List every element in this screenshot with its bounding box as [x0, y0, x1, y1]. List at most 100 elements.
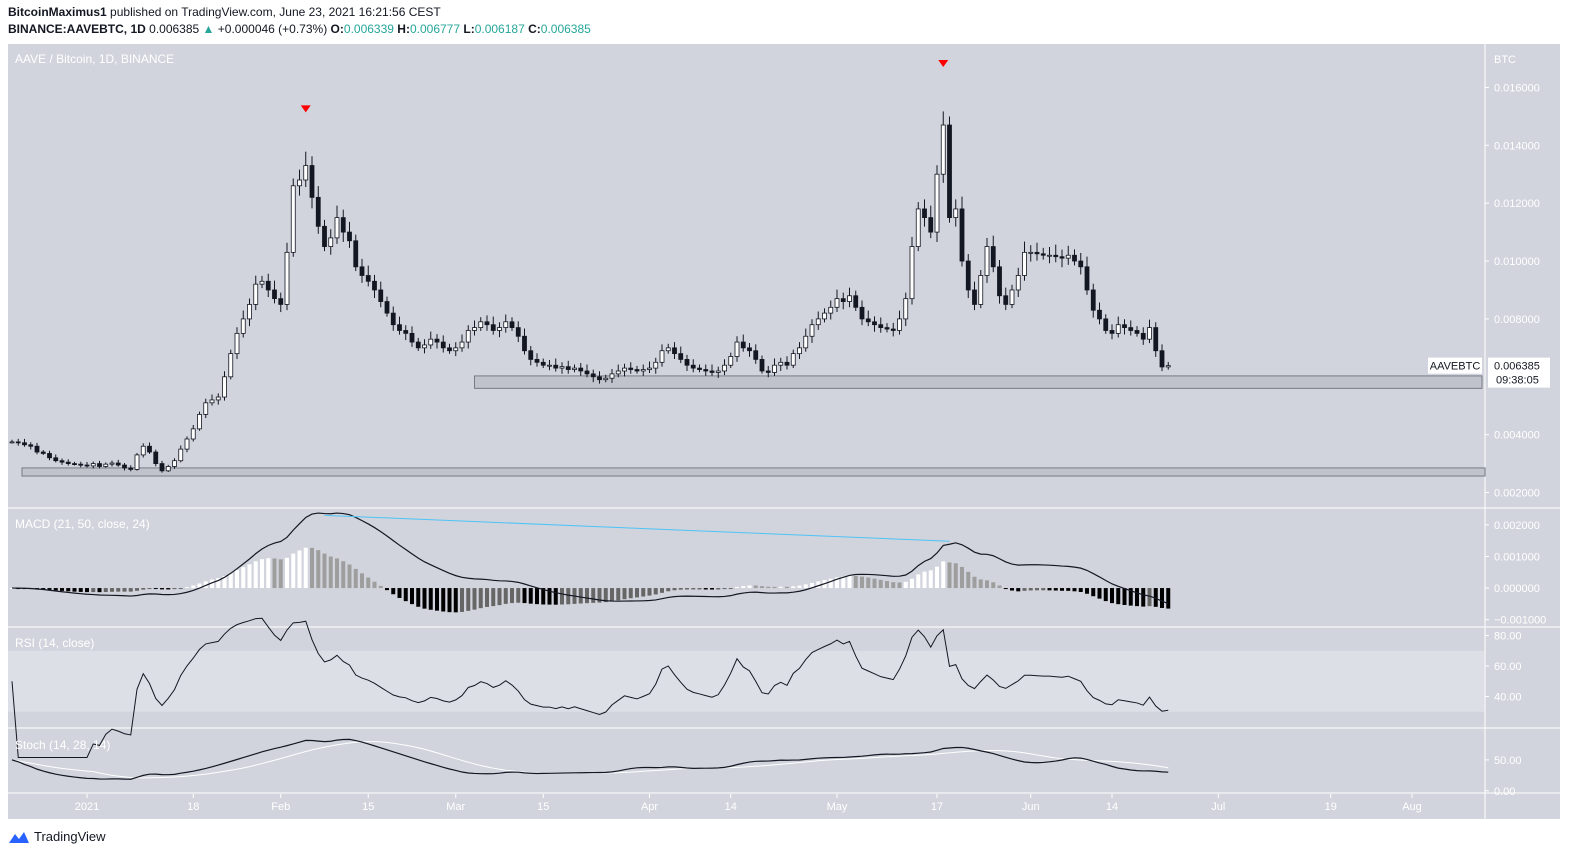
candle[interactable]: [1165, 365, 1171, 368]
candle[interactable]: [40, 451, 46, 454]
candle[interactable]: [440, 341, 446, 349]
candle[interactable]: [9, 441, 15, 444]
candle[interactable]: [253, 283, 259, 305]
candle[interactable]: [684, 359, 690, 366]
candle[interactable]: [634, 369, 640, 372]
candle[interactable]: [603, 377, 609, 381]
candle[interactable]: [397, 324, 402, 331]
candle[interactable]: [84, 464, 90, 467]
candle[interactable]: [878, 324, 884, 328]
candle[interactable]: [97, 463, 102, 467]
candle[interactable]: [1084, 266, 1090, 291]
candle[interactable]: [772, 364, 777, 373]
candle[interactable]: [803, 335, 809, 349]
candle[interactable]: [1003, 295, 1009, 305]
candle[interactable]: [659, 350, 665, 363]
candle[interactable]: [390, 312, 396, 326]
candle[interactable]: [547, 364, 552, 367]
candle[interactable]: [1109, 330, 1115, 334]
candle[interactable]: [653, 361, 659, 369]
candle[interactable]: [65, 461, 71, 464]
candle[interactable]: [897, 318, 902, 331]
candle[interactable]: [340, 217, 346, 233]
candle[interactable]: [378, 289, 384, 302]
candle[interactable]: [159, 463, 165, 472]
candle[interactable]: [665, 347, 671, 352]
candle[interactable]: [353, 240, 359, 268]
candle[interactable]: [484, 321, 490, 326]
candle[interactable]: [822, 312, 827, 320]
candle[interactable]: [328, 237, 334, 247]
candle[interactable]: [497, 327, 502, 331]
candle[interactable]: [1022, 251, 1027, 276]
candle[interactable]: [1140, 332, 1146, 340]
candle[interactable]: [678, 353, 684, 360]
candle[interactable]: [447, 347, 452, 352]
candle[interactable]: [115, 462, 121, 466]
candle[interactable]: [765, 370, 771, 373]
candle[interactable]: [490, 324, 496, 331]
candle[interactable]: [278, 298, 284, 305]
candle[interactable]: [122, 464, 127, 469]
candle[interactable]: [703, 369, 709, 372]
candle[interactable]: [59, 460, 65, 463]
candle[interactable]: [78, 463, 84, 466]
support-zone[interactable]: [21, 467, 1486, 477]
candle[interactable]: [734, 341, 740, 357]
candle[interactable]: [178, 448, 184, 462]
candle[interactable]: [578, 367, 584, 372]
candle[interactable]: [365, 275, 371, 282]
candle[interactable]: [590, 373, 596, 378]
candle[interactable]: [453, 347, 459, 352]
candle[interactable]: [972, 289, 977, 305]
candle[interactable]: [1047, 254, 1052, 257]
candle[interactable]: [297, 179, 302, 187]
candle[interactable]: [647, 367, 652, 370]
candle[interactable]: [153, 451, 159, 464]
candle[interactable]: [22, 442, 27, 446]
candle[interactable]: [1090, 289, 1096, 311]
candle[interactable]: [409, 332, 415, 343]
candle[interactable]: [784, 361, 790, 366]
candle[interactable]: [334, 217, 340, 239]
candle[interactable]: [222, 376, 227, 398]
candle[interactable]: [1115, 324, 1121, 334]
candle[interactable]: [515, 327, 521, 337]
candle[interactable]: [228, 353, 234, 378]
candle[interactable]: [478, 321, 484, 328]
candle[interactable]: [747, 347, 752, 352]
candle[interactable]: [215, 396, 221, 401]
candle[interactable]: [1009, 289, 1015, 305]
candle[interactable]: [1153, 327, 1159, 352]
candle[interactable]: [622, 367, 627, 372]
candle[interactable]: [34, 445, 40, 453]
candle[interactable]: [1065, 254, 1071, 259]
candle[interactable]: [1015, 275, 1021, 291]
candle[interactable]: [272, 289, 277, 300]
support-zone[interactable]: [474, 375, 1483, 389]
candle[interactable]: [834, 298, 840, 308]
candle[interactable]: [15, 441, 21, 444]
candle[interactable]: [1034, 251, 1040, 255]
candle[interactable]: [997, 266, 1002, 297]
candle[interactable]: [284, 251, 290, 305]
candle[interactable]: [1053, 254, 1059, 258]
candle[interactable]: [928, 217, 934, 233]
candle[interactable]: [1072, 254, 1077, 262]
candle[interactable]: [534, 359, 540, 363]
candle[interactable]: [815, 318, 821, 326]
candle[interactable]: [303, 165, 309, 181]
candle[interactable]: [809, 324, 815, 337]
candle[interactable]: [790, 353, 796, 366]
candle[interactable]: [184, 438, 190, 450]
candle[interactable]: [690, 364, 696, 369]
candle[interactable]: [190, 428, 196, 440]
macd-trendline[interactable]: [324, 514, 950, 542]
candle[interactable]: [903, 298, 909, 320]
candle[interactable]: [1028, 251, 1034, 254]
candle[interactable]: [959, 208, 965, 262]
candle[interactable]: [872, 321, 877, 326]
candle[interactable]: [609, 373, 615, 379]
candle[interactable]: [553, 364, 559, 369]
